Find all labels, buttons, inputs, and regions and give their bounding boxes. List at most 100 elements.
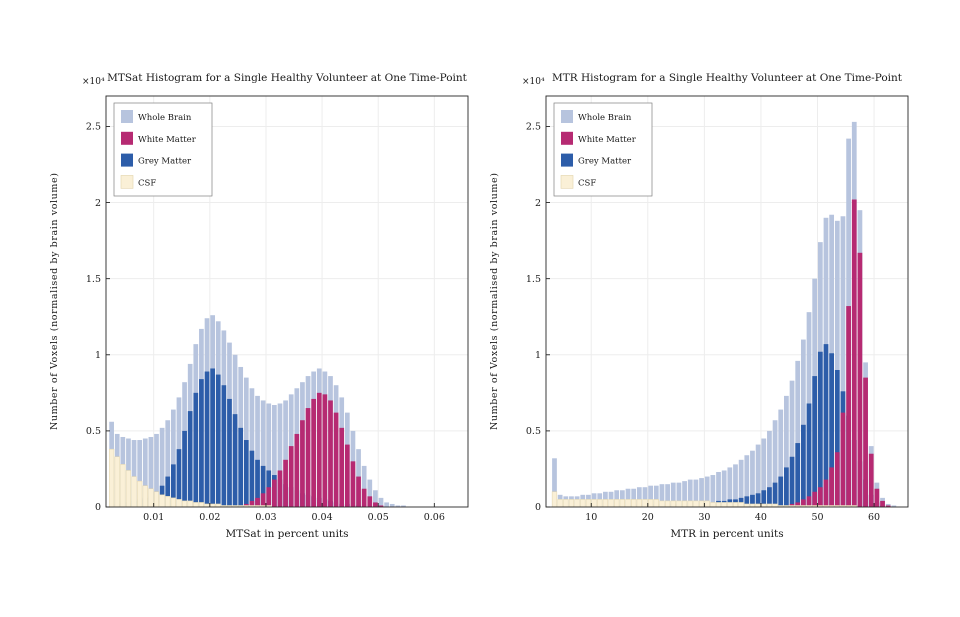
histogram-bar-white-matter bbox=[857, 252, 863, 507]
x-tick-label: 40 bbox=[755, 512, 767, 523]
x-tick-label: 30 bbox=[698, 512, 710, 523]
x-tick-label: 10 bbox=[585, 512, 597, 523]
histogram-bar-csf bbox=[176, 499, 182, 508]
histogram-bar-csf bbox=[142, 485, 148, 508]
histogram-bar-whole-brain bbox=[795, 360, 801, 507]
histogram-bar-whole-brain bbox=[767, 430, 772, 507]
histogram-bar-whole-brain bbox=[266, 403, 272, 507]
histogram-bar-grey-matter bbox=[210, 368, 215, 507]
histogram-bar-csf bbox=[772, 503, 778, 508]
histogram-bar-csf bbox=[738, 502, 744, 508]
histogram-bar-grey-matter bbox=[193, 392, 199, 507]
histogram-bar-csf bbox=[148, 488, 154, 508]
histogram-bar-csf bbox=[766, 503, 773, 508]
histogram-bar-csf bbox=[608, 499, 614, 508]
histogram-bar-csf bbox=[181, 500, 188, 508]
histogram-bar-grey-matter bbox=[789, 456, 795, 507]
histogram-bar-whole-brain bbox=[891, 505, 897, 507]
x-tick-label: 50 bbox=[811, 512, 823, 523]
legend-label-csf: CSF bbox=[578, 178, 596, 188]
histogram-bar-grey-matter bbox=[215, 374, 221, 507]
histogram-bar-white-matter bbox=[823, 479, 829, 507]
histogram-bar-whole-brain bbox=[778, 409, 784, 507]
histogram-bar-grey-matter bbox=[182, 430, 187, 507]
legend-swatch-csf bbox=[560, 175, 574, 189]
histogram-bar-whole-brain bbox=[625, 488, 631, 507]
histogram-bar-csf bbox=[648, 499, 654, 508]
x-tick-label: 0.05 bbox=[368, 512, 389, 523]
histogram-bar-csf bbox=[125, 470, 132, 508]
axes-box bbox=[545, 95, 909, 508]
histogram-bar-whole-brain bbox=[710, 475, 716, 507]
axes-box bbox=[105, 95, 469, 508]
histogram-bar-csf bbox=[159, 494, 165, 508]
histogram-bar-whole-brain bbox=[277, 403, 283, 507]
histogram-bar-grey-matter bbox=[243, 440, 249, 507]
legend-swatch-whole-brain bbox=[561, 110, 573, 123]
histogram-bar-whole-brain bbox=[772, 420, 778, 507]
histogram-bar-csf bbox=[120, 464, 126, 508]
histogram-bar-grey-matter bbox=[795, 443, 801, 507]
histogram-bar-whole-brain bbox=[272, 405, 277, 507]
histogram-bar-csf bbox=[193, 502, 199, 508]
histogram-bar-csf bbox=[653, 499, 659, 508]
histogram-bar-csf bbox=[585, 499, 592, 508]
legend-label-grey-matter: Grey Matter bbox=[138, 157, 192, 167]
histogram-bar-whole-brain bbox=[761, 438, 767, 507]
histogram-bar-grey-matter bbox=[176, 449, 182, 507]
histogram-bar-csf bbox=[602, 499, 609, 508]
histogram-bar-white-matter bbox=[356, 476, 361, 507]
mtr-histogram-plot: 10 20 30 40 50 60 0 0.5 1 1.5 2 2.5 Whole Brain White… bbox=[526, 95, 909, 523]
histogram-bar-whole-brain bbox=[755, 444, 761, 507]
histogram-bar-csf bbox=[614, 499, 620, 508]
histogram-bar-white-matter bbox=[373, 502, 378, 507]
histogram-bar-csf bbox=[591, 499, 597, 508]
histogram-bar-csf bbox=[715, 502, 722, 508]
histogram-bar-csf bbox=[687, 500, 693, 508]
histogram-bar-whole-brain bbox=[834, 220, 840, 507]
histogram-bar-grey-matter bbox=[817, 351, 823, 507]
histogram-bar-grey-matter bbox=[829, 353, 835, 507]
histogram-bar-csf bbox=[568, 499, 575, 508]
histogram-bar-whole-brain bbox=[395, 505, 401, 507]
histogram-bar-grey-matter bbox=[744, 496, 750, 507]
histogram-bar-csf bbox=[187, 500, 193, 508]
histogram-bar-csf bbox=[732, 502, 739, 508]
x-tick-label: 0.06 bbox=[424, 512, 445, 523]
histogram-bar-csf bbox=[704, 500, 710, 508]
y-tick-label: 0 bbox=[95, 502, 101, 513]
histogram-bar-white-matter bbox=[800, 499, 806, 507]
y-tick-label: 1 bbox=[535, 350, 541, 361]
histogram-bar-whole-brain bbox=[750, 450, 755, 507]
histogram-bar-csf bbox=[114, 456, 120, 508]
histogram-bar-csf bbox=[698, 500, 705, 508]
histogram-bar-white-matter bbox=[260, 493, 266, 507]
histogram-bar-white-matter bbox=[344, 444, 350, 507]
histogram-bar-csf bbox=[659, 500, 665, 508]
histogram-bar-whole-brain bbox=[367, 479, 373, 507]
histogram-bar-csf bbox=[721, 502, 727, 508]
histogram-bar-whole-brain bbox=[727, 467, 733, 507]
histogram-bar-csf bbox=[165, 496, 171, 508]
histogram-bar-white-matter bbox=[378, 505, 384, 507]
histogram-bar-whole-brain bbox=[733, 464, 738, 507]
histogram-bar-csf bbox=[210, 503, 216, 508]
legend-label-white-matter: White Matter bbox=[578, 135, 637, 145]
histogram-bar-whole-brain bbox=[361, 465, 367, 507]
x-axis-label: MTR in percent units bbox=[670, 528, 784, 540]
histogram-bar-white-matter bbox=[283, 459, 288, 507]
histogram-bar-white-matter bbox=[806, 496, 812, 507]
histogram-bar-whole-brain bbox=[693, 479, 699, 507]
legend-label-whole-brain: Whole Brain bbox=[578, 113, 632, 123]
histogram-bar-white-matter bbox=[249, 500, 255, 507]
y-axis-label: Number of Voxels (normalised by brain vo… bbox=[49, 172, 60, 431]
histogram-bar-white-matter bbox=[316, 392, 322, 507]
histogram-bar-white-matter bbox=[367, 496, 373, 507]
histogram-bar-whole-brain bbox=[636, 487, 642, 507]
histogram-bar-white-matter bbox=[300, 420, 305, 507]
chart-title: MTSat Histogram for a Single Healthy Vol… bbox=[107, 72, 467, 84]
y-tick-label: 1.5 bbox=[526, 274, 541, 285]
histogram-bar-whole-brain bbox=[619, 490, 625, 507]
histogram-bar-whole-brain bbox=[699, 478, 704, 507]
histogram-bar-grey-matter bbox=[227, 398, 232, 507]
